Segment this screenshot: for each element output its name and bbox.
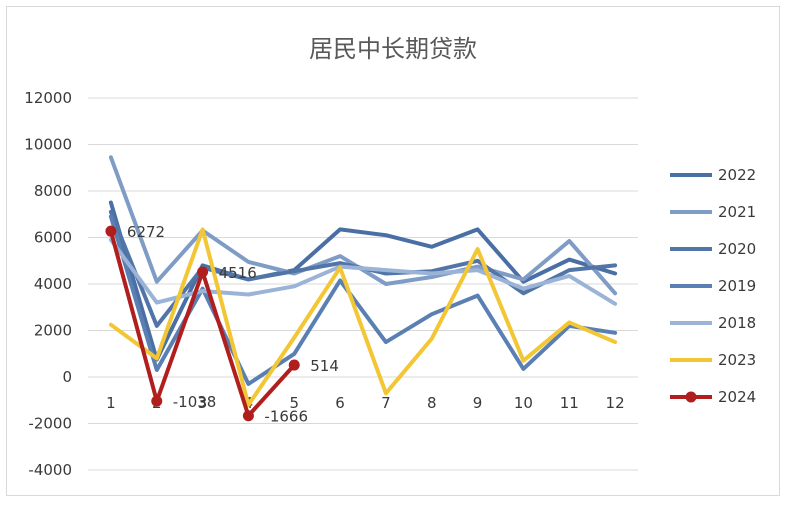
x-tick-label-3: 3 [198, 394, 208, 412]
y-tick-label-1: 10000 [24, 136, 72, 154]
x-tick-label-12: 12 [606, 394, 625, 412]
legend-label-2024: 2024 [718, 388, 756, 406]
series-line-2024 [108, 229, 297, 418]
point-2024-5 [288, 359, 300, 371]
point-2024-2 [151, 395, 163, 407]
data-label-2024-3: 4516 [219, 264, 257, 282]
data-label-2024-5: 514 [310, 357, 339, 375]
y-tick-label-3: 6000 [34, 229, 72, 247]
legend-label-2018: 2018 [718, 314, 756, 332]
chart-frame [6, 6, 780, 496]
legend-marker-2024 [685, 391, 697, 403]
x-tick-label-7: 7 [381, 394, 391, 412]
y-tick-label-2: 8000 [34, 182, 72, 200]
data-label-2024-4: -1666 [264, 408, 308, 426]
legend-label-2020: 2020 [718, 240, 756, 258]
y-tick-label-5: 2000 [34, 322, 72, 340]
y-tick-label-4: 4000 [34, 275, 72, 293]
x-tick-label-11: 11 [560, 394, 579, 412]
y-tick-label-7: -2000 [28, 415, 72, 433]
x-tick-label-10: 10 [514, 394, 533, 412]
series-line-2019 [108, 214, 618, 386]
x-tick-label-1: 1 [106, 394, 116, 412]
y-tick-label-0: 12000 [24, 89, 72, 107]
legend-label-2021: 2021 [718, 203, 756, 221]
point-2024-3 [197, 266, 209, 278]
legend-label-2022: 2022 [718, 166, 756, 184]
data-label-2024-2: -1038 [173, 393, 217, 411]
series-line-2023 [108, 227, 618, 407]
chart-title: 居民中长期贷款 [309, 35, 477, 63]
point-2024-4 [242, 410, 254, 422]
point-2024-1 [105, 225, 117, 237]
y-tick-label-6: 0 [62, 368, 72, 386]
x-tick-label-8: 8 [427, 394, 437, 412]
x-tick-label-6: 6 [335, 394, 345, 412]
data-label-2024-1: 6272 [127, 223, 165, 241]
x-tick-label-5: 5 [289, 394, 299, 412]
legend-label-2023: 2023 [718, 351, 756, 369]
legend-label-2019: 2019 [718, 277, 756, 295]
x-tick-label-9: 9 [473, 394, 483, 412]
y-tick-label-8: -4000 [28, 461, 72, 479]
series-line-2022 [108, 200, 618, 362]
